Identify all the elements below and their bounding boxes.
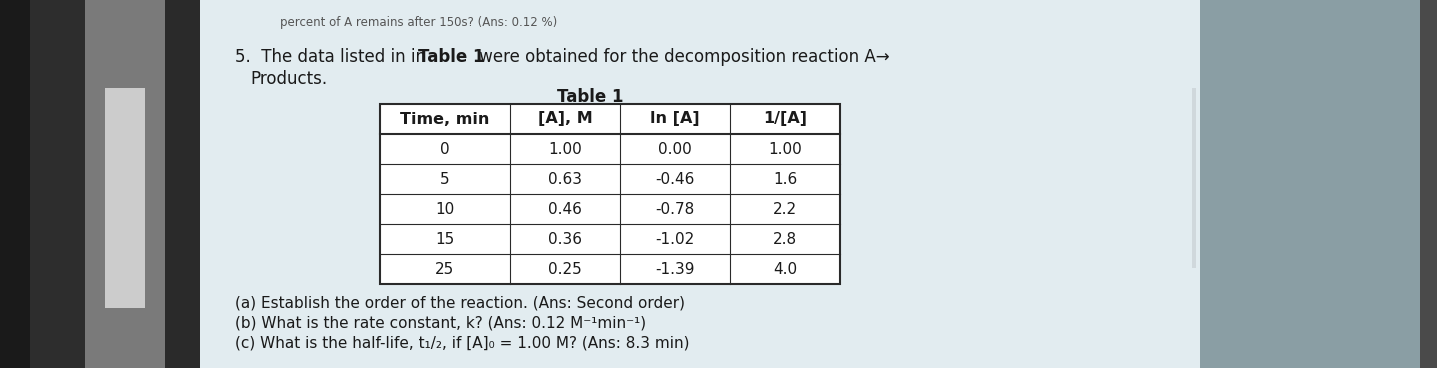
Text: [A], M: [A], M: [537, 112, 592, 127]
Bar: [1420, 0, 1437, 368]
Text: Products.: Products.: [250, 70, 328, 88]
Text: 4.0: 4.0: [773, 262, 798, 276]
Bar: [1200, 0, 1437, 368]
Text: Table 1: Table 1: [556, 88, 624, 106]
Text: -1.39: -1.39: [655, 262, 694, 276]
Text: Time, min: Time, min: [401, 112, 490, 127]
Text: 5.  The data listed in in: 5. The data listed in in: [236, 48, 431, 66]
Text: 2.8: 2.8: [773, 231, 798, 247]
Text: 0.36: 0.36: [547, 231, 582, 247]
Text: 0.25: 0.25: [547, 262, 582, 276]
Bar: [165, 0, 200, 368]
Bar: [0, 0, 30, 368]
Bar: [200, 0, 1200, 368]
Text: Table 1: Table 1: [418, 48, 484, 66]
Text: 0.00: 0.00: [658, 142, 691, 156]
Text: (a) Establish the order of the reaction. (Ans: Second order): (a) Establish the order of the reaction.…: [236, 296, 685, 311]
Text: 0.46: 0.46: [547, 202, 582, 216]
Text: 1.6: 1.6: [773, 171, 798, 187]
Text: percent of A remains after 150s? (Ans: 0.12 %): percent of A remains after 150s? (Ans: 0…: [280, 16, 558, 29]
Text: 1/[A]: 1/[A]: [763, 112, 808, 127]
Text: (c) What is the half-life, t₁/₂, if [A]₀ = 1.00 M? (Ans: 8.3 min): (c) What is the half-life, t₁/₂, if [A]₀…: [236, 336, 690, 351]
Text: 1.00: 1.00: [547, 142, 582, 156]
Text: were obtained for the decomposition reaction A→: were obtained for the decomposition reac…: [474, 48, 890, 66]
Bar: [30, 0, 85, 368]
Text: 10: 10: [435, 202, 454, 216]
Text: 0: 0: [440, 142, 450, 156]
Text: ln [A]: ln [A]: [650, 112, 700, 127]
Text: (b) What is the rate constant, k? (Ans: 0.12 M⁻¹min⁻¹): (b) What is the rate constant, k? (Ans: …: [236, 316, 647, 331]
Text: 1.00: 1.00: [769, 142, 802, 156]
Text: -1.02: -1.02: [655, 231, 694, 247]
Text: 15: 15: [435, 231, 454, 247]
Text: 5: 5: [440, 171, 450, 187]
Text: 0.63: 0.63: [547, 171, 582, 187]
Text: -0.46: -0.46: [655, 171, 694, 187]
Text: 25: 25: [435, 262, 454, 276]
Text: 2.2: 2.2: [773, 202, 798, 216]
Text: -0.78: -0.78: [655, 202, 694, 216]
Bar: [379, 104, 841, 284]
Bar: [85, 0, 165, 368]
Bar: [105, 88, 145, 308]
Bar: [1193, 88, 1196, 268]
